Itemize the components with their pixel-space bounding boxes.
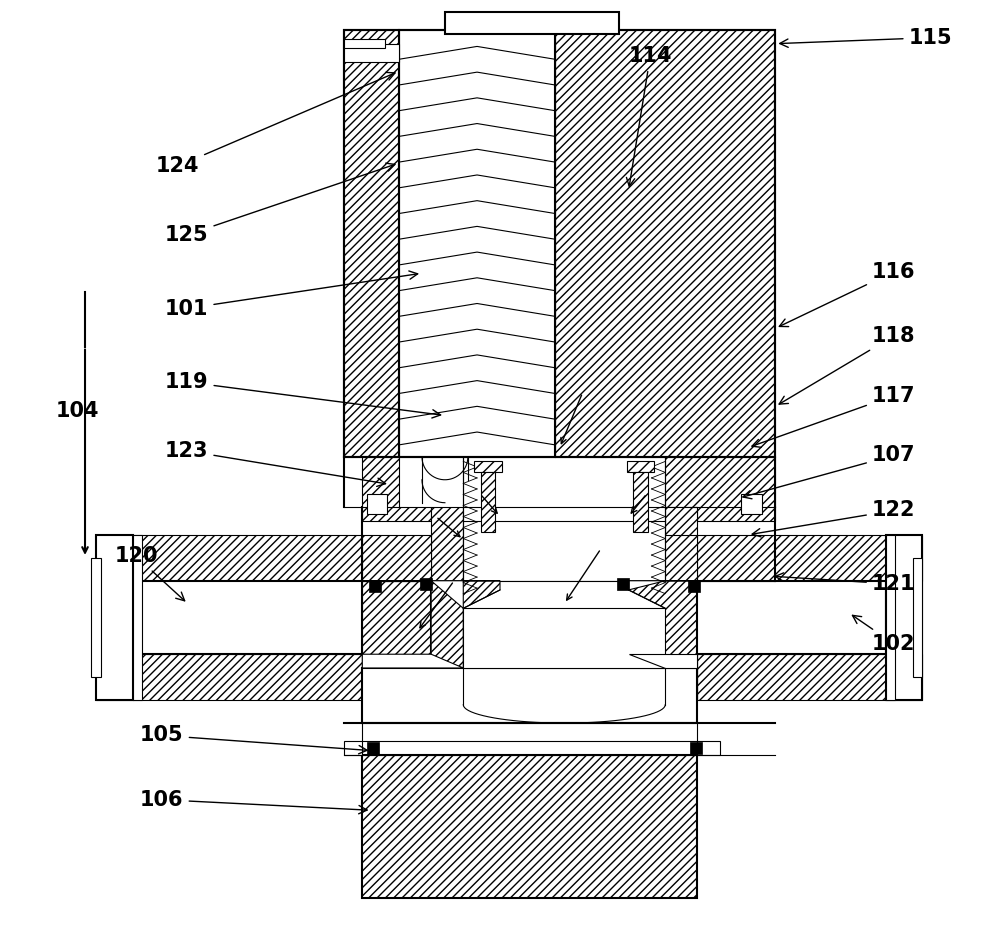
- Text: 117: 117: [752, 386, 915, 447]
- Text: 107: 107: [743, 445, 915, 499]
- Polygon shape: [96, 654, 133, 700]
- Text: 114: 114: [626, 46, 672, 186]
- Text: 123: 123: [165, 441, 386, 487]
- Text: 122: 122: [752, 500, 915, 537]
- Bar: [133, 535, 142, 700]
- Bar: [688, 580, 700, 592]
- Polygon shape: [629, 581, 697, 668]
- Bar: [886, 535, 922, 700]
- Bar: [463, 457, 665, 581]
- Polygon shape: [886, 535, 922, 581]
- Bar: [617, 578, 629, 590]
- Polygon shape: [362, 755, 697, 898]
- Bar: [445, 11, 619, 34]
- Bar: [431, 581, 697, 668]
- Polygon shape: [629, 535, 697, 581]
- Bar: [481, 473, 495, 532]
- Polygon shape: [697, 535, 886, 581]
- Polygon shape: [133, 535, 362, 581]
- Text: 104: 104: [56, 401, 99, 421]
- Polygon shape: [362, 581, 500, 609]
- Text: 115: 115: [780, 28, 952, 48]
- Polygon shape: [362, 457, 431, 521]
- Bar: [913, 558, 922, 678]
- Polygon shape: [362, 668, 697, 723]
- Bar: [369, 580, 381, 592]
- Bar: [886, 535, 895, 700]
- Polygon shape: [96, 535, 133, 581]
- Polygon shape: [629, 654, 697, 668]
- Bar: [344, 44, 399, 62]
- Bar: [399, 30, 555, 457]
- Text: 120: 120: [114, 546, 185, 601]
- Polygon shape: [362, 654, 463, 668]
- Bar: [697, 581, 886, 654]
- Text: 119: 119: [165, 372, 441, 418]
- Bar: [344, 30, 775, 457]
- Text: 102: 102: [852, 615, 915, 653]
- Bar: [627, 461, 654, 473]
- Polygon shape: [697, 581, 775, 668]
- Bar: [344, 742, 362, 755]
- Bar: [344, 30, 399, 457]
- Text: 118: 118: [779, 326, 915, 404]
- Polygon shape: [431, 507, 463, 581]
- Polygon shape: [362, 668, 431, 700]
- Polygon shape: [665, 507, 697, 581]
- Text: 106: 106: [140, 789, 367, 814]
- Bar: [474, 461, 502, 473]
- Text: 101: 101: [165, 271, 418, 319]
- Bar: [690, 743, 702, 754]
- Bar: [367, 494, 387, 514]
- Polygon shape: [629, 668, 697, 700]
- Bar: [555, 30, 775, 457]
- Bar: [367, 743, 379, 754]
- Bar: [91, 558, 101, 678]
- Polygon shape: [697, 654, 886, 700]
- Text: 125: 125: [165, 163, 395, 245]
- Bar: [96, 535, 133, 700]
- Bar: [741, 494, 762, 514]
- Text: 121: 121: [775, 573, 915, 594]
- Polygon shape: [133, 654, 362, 700]
- Text: 124: 124: [156, 73, 395, 176]
- Text: 105: 105: [140, 725, 367, 754]
- Polygon shape: [431, 581, 500, 668]
- Bar: [633, 473, 648, 532]
- Polygon shape: [463, 609, 665, 668]
- Text: 116: 116: [779, 262, 915, 326]
- Polygon shape: [555, 457, 775, 521]
- Bar: [344, 39, 385, 48]
- Bar: [697, 742, 720, 755]
- Polygon shape: [362, 535, 431, 581]
- Bar: [133, 581, 362, 654]
- Polygon shape: [886, 654, 922, 700]
- Polygon shape: [362, 581, 431, 668]
- Polygon shape: [629, 581, 697, 590]
- Bar: [420, 578, 432, 590]
